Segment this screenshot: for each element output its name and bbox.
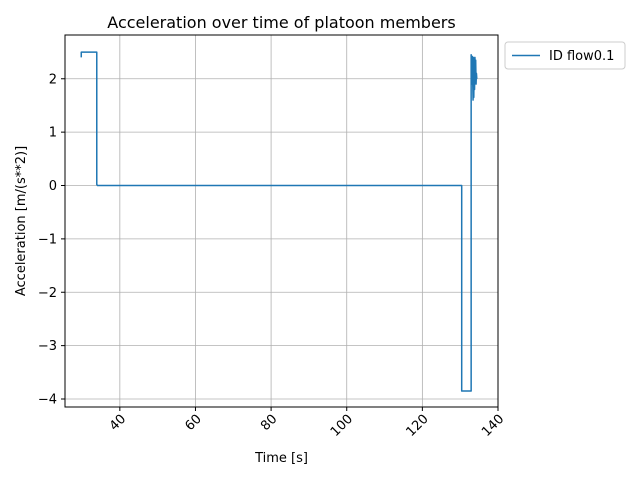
legend: ID flow0.1 [505, 42, 625, 69]
y-tick-label: −2 [38, 286, 57, 301]
y-tick-label: −4 [38, 392, 57, 407]
y-tick-label: 0 [49, 179, 57, 194]
y-axis-label: Acceleration [m/(s**2)] [14, 146, 29, 296]
legend-entry-label: ID flow0.1 [549, 49, 614, 64]
y-tick-label: −1 [38, 232, 57, 247]
y-tick-label: −3 [38, 339, 57, 354]
chart-title: Acceleration over time of platoon member… [107, 13, 455, 32]
y-tick-label: 1 [49, 126, 57, 141]
x-axis-label: Time [s] [254, 451, 308, 466]
y-tick-label: 2 [49, 72, 57, 87]
